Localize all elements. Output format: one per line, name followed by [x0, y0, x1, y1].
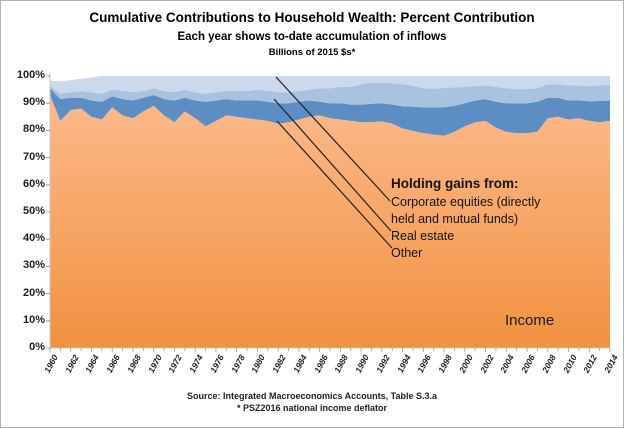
chart-units-note: Billions of 2015 $s* [268, 47, 356, 58]
holding-gains-annotation: Holding gains from: Corporate equities (… [391, 173, 563, 262]
deflator-note: * PSZ2016 national income deflator [236, 403, 388, 413]
other-label: Other [391, 246, 423, 260]
callout-line-real-estate [273, 98, 392, 232]
y-tick-label: 60% [22, 177, 45, 190]
income-area-label: Income [505, 312, 555, 329]
area-real-estate-gains [50, 82, 610, 108]
chart-title: Cumulative Contributions to Household We… [89, 10, 535, 25]
y-tick-label: 90% [22, 96, 45, 109]
source-note: Source: Integrated Macroeconomics Accoun… [186, 391, 438, 401]
y-tick-label: 80% [22, 123, 45, 136]
y-tick-label: 40% [22, 232, 45, 245]
y-tick-label: 10% [22, 313, 45, 326]
chart-subtitle: Each year shows to-date accumulation of … [177, 31, 447, 43]
area-income [50, 95, 610, 348]
y-tick-label: 0% [29, 341, 45, 353]
y-tick-label: 20% [22, 286, 45, 299]
real-estate-label: Real estate [391, 229, 455, 243]
callout-line-other [276, 120, 393, 249]
area-other-gains [50, 88, 610, 136]
y-tick-label: 50% [22, 205, 45, 217]
area-corporate-equities-gains [50, 76, 610, 94]
callout-line-corporate-equities [275, 76, 391, 202]
y-tick-label: 100% [16, 69, 45, 81]
holding-gains-header: Holding gains from: [391, 176, 519, 191]
y-tick-label: 30% [22, 259, 45, 272]
y-tick-label: 70% [22, 150, 45, 163]
corporate-equities-label: Corporate equities (directly held and mu… [391, 195, 541, 226]
